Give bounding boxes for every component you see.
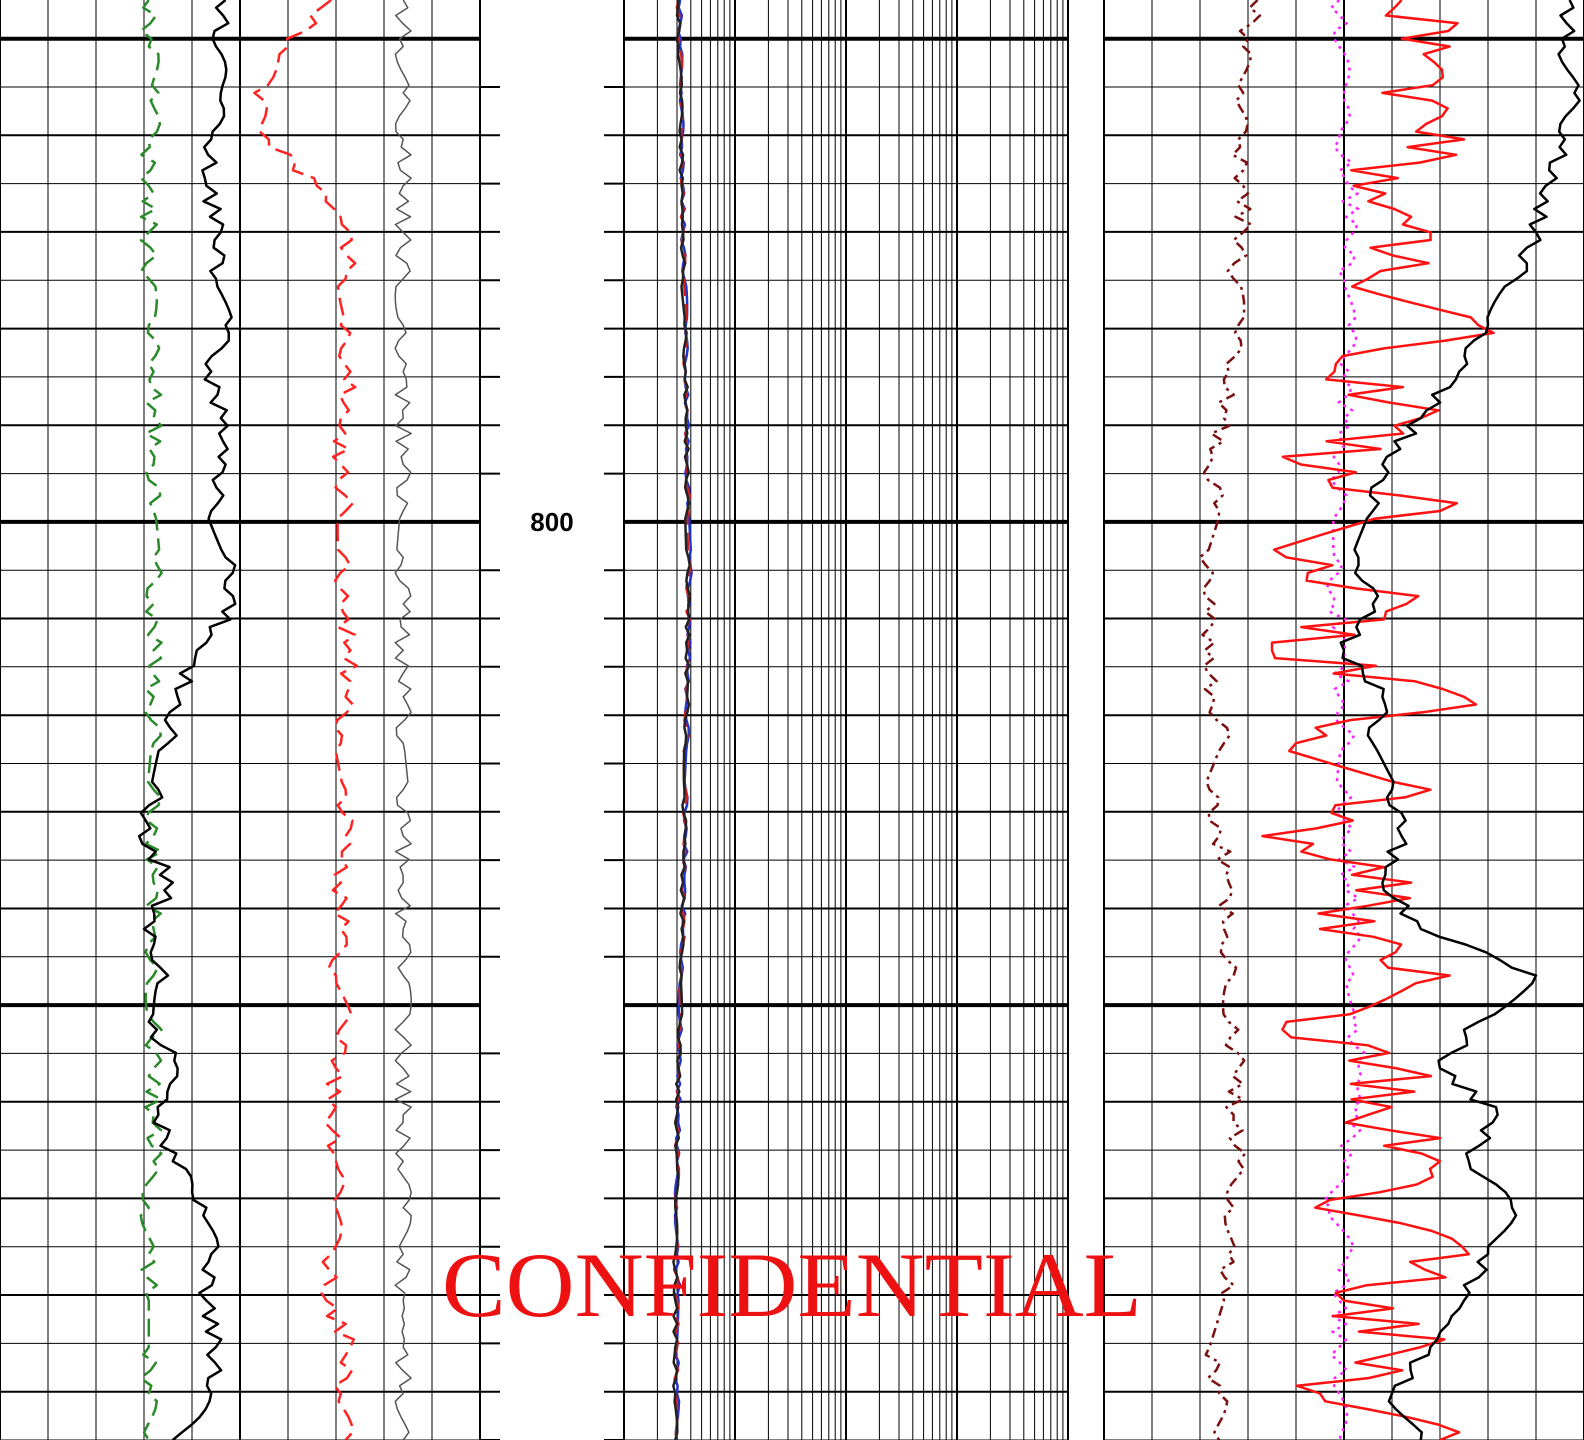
log-curve <box>253 0 359 1440</box>
curves-layer <box>137 0 1581 1440</box>
depth-track: 800900 <box>480 86 624 1440</box>
log-curve <box>1339 0 1581 1440</box>
log-curve <box>672 0 692 1440</box>
log-curve <box>1323 0 1366 1440</box>
log-curve <box>137 0 237 1440</box>
log-curve <box>1261 0 1495 1440</box>
log-curve <box>394 0 412 1440</box>
depth-label: 800 <box>530 507 573 537</box>
confidential-watermark: CONFIDENTIAL <box>442 1234 1142 1336</box>
log-curve <box>1198 0 1262 1440</box>
log-curve <box>139 0 163 1440</box>
